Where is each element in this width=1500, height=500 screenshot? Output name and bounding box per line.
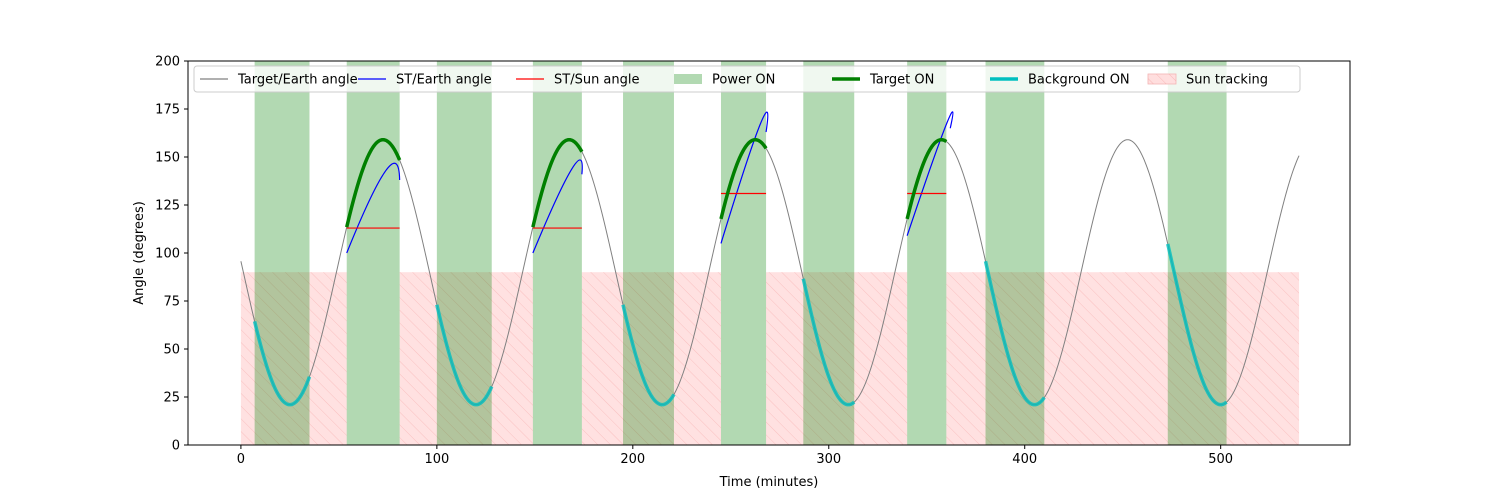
- target-on-segment-3: [719, 137, 768, 220]
- legend-item-st-sun-angle: ST/Sun angle: [516, 73, 640, 88]
- legend-label: Power ON: [712, 73, 775, 88]
- x-tick-label: 400: [1012, 452, 1037, 467]
- sun-tracking-hatch-3: [581, 272, 721, 445]
- legend-item-power-on: Power ON: [674, 73, 775, 88]
- power-on-region-1: [254, 61, 310, 445]
- legend-item-target-earth-angle: Target/Earth angle: [200, 73, 358, 88]
- legend-item-background-on: Background ON: [990, 73, 1130, 88]
- sun-tracking-hatch-4: [766, 272, 908, 445]
- legend-box: [193, 65, 1301, 93]
- target-on-segment-2: [531, 137, 584, 228]
- x-axis-label: Time (minutes): [719, 475, 819, 490]
- y-tick-label: 25: [163, 391, 180, 406]
- series-lines: [240, 111, 1300, 407]
- legend: Target/Earth angle ST/Earth angle ST/Sun a…: [193, 65, 1301, 93]
- power-on-region-10: [1167, 61, 1227, 445]
- background-on-segment-1: [252, 320, 312, 407]
- power-on-region-8: [907, 61, 947, 445]
- power-on-region-9: [985, 61, 1045, 445]
- legend-label: ST/Sun angle: [554, 73, 640, 88]
- legend-label: ST/Earth angle: [396, 73, 492, 88]
- y-tick-label: 100: [155, 247, 180, 262]
- y-tick-label: 125: [155, 199, 180, 214]
- sun-tracking-hatch-5: [946, 272, 1300, 445]
- background-on-segment-5: [983, 260, 1046, 407]
- sun-tracking-hatch-1: [240, 272, 347, 445]
- power-on-region-2: [346, 61, 400, 445]
- y-tick-label: 75: [163, 295, 180, 310]
- power-on-region-3: [436, 61, 492, 445]
- power-on-region-5: [623, 61, 674, 445]
- y-tick-label: 200: [155, 55, 180, 70]
- sun-tracking-regions: [240, 272, 1300, 445]
- x-axis-ticks: 0 100 200 300 400 500: [237, 445, 1233, 467]
- target-on-segment-4: [905, 137, 948, 220]
- x-tick-label: 100: [424, 452, 449, 467]
- target-earth-angle-line: [240, 139, 1300, 406]
- legend-label: Target/Earth angle: [237, 73, 358, 88]
- legend-swatch: [674, 74, 702, 84]
- legend-item-sun-tracking: Sun tracking: [1147, 73, 1268, 88]
- x-tick-label: 300: [816, 452, 841, 467]
- power-on-region-7: [803, 61, 855, 445]
- legend-item-st-earth-angle: ST/Earth angle: [358, 73, 492, 88]
- st-earth-segment-3: [720, 111, 769, 244]
- x-tick-label: 0: [237, 452, 245, 467]
- st-earth-segment-4: [906, 111, 954, 236]
- legend-label: Sun tracking: [1186, 73, 1268, 88]
- power-on-region-4: [532, 61, 582, 445]
- background-on-segment-2: [435, 304, 494, 407]
- legend-label: Target ON: [869, 73, 934, 88]
- legend-swatch-hatch: [1148, 74, 1176, 84]
- x-tick-label: 500: [1208, 452, 1233, 467]
- legend-label: Background ON: [1028, 73, 1130, 88]
- y-tick-label: 0: [172, 439, 180, 454]
- target-on-segment-1: [345, 137, 402, 228]
- background-on-segment-6: [1166, 243, 1228, 407]
- sun-tracking-hatch-2: [399, 272, 533, 445]
- background-on-segment-3: [621, 304, 676, 407]
- power-on-regions: [254, 61, 1227, 445]
- background-on-segment-4: [801, 278, 856, 407]
- y-tick-label: 175: [155, 103, 180, 118]
- y-axis-label: Angle (degrees): [132, 201, 147, 305]
- y-tick-label: 150: [155, 151, 180, 166]
- st-earth-segment-2: [532, 159, 583, 254]
- st-earth-segment-1: [346, 162, 401, 254]
- y-tick-label: 50: [163, 343, 180, 358]
- legend-item-target-on: Target ON: [832, 73, 934, 88]
- y-axis-ticks: 0 25 50 75 100 125 150 175 200: [155, 55, 188, 454]
- power-on-region-6: [720, 61, 767, 445]
- x-tick-label: 200: [620, 452, 645, 467]
